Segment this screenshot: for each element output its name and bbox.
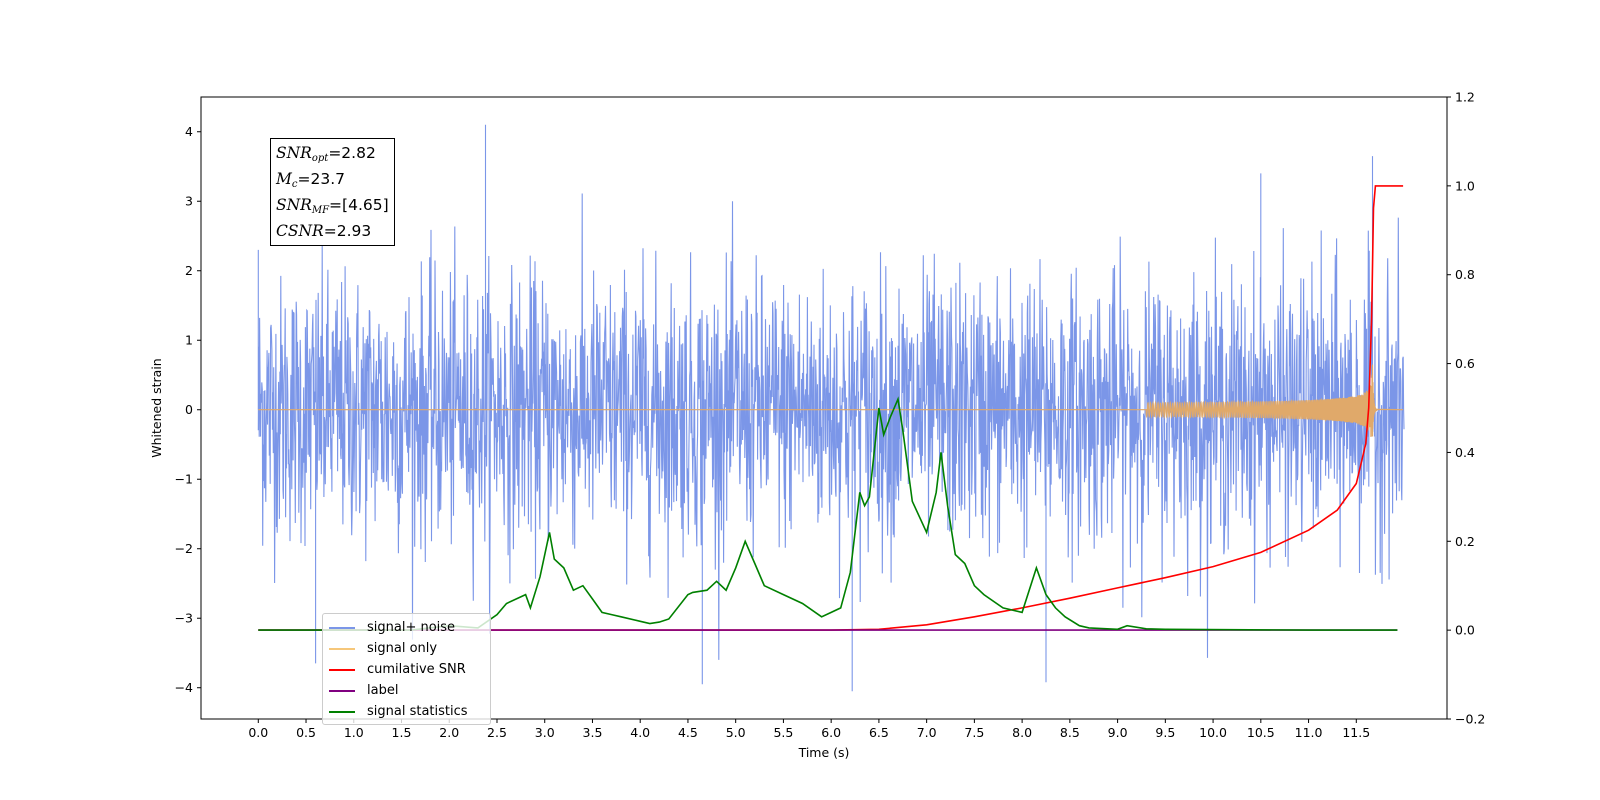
x-tick-label: 6.0 — [821, 725, 841, 740]
annotation-mc: Mc=23.7 — [276, 170, 345, 190]
annotation-snr-opt: SNRopt=2.82 — [276, 144, 376, 164]
x-tick-label: 1.0 — [344, 725, 364, 740]
x-tick-label: 2.0 — [439, 725, 459, 740]
y-tick-label: 3 — [185, 194, 193, 209]
y2-tick-label: 1.2 — [1455, 90, 1475, 105]
plot-area — [257, 124, 1405, 692]
y-tick-label: 4 — [185, 124, 193, 139]
legend-swatch-signal-noise — [329, 626, 355, 629]
x-tick-label: 7.0 — [917, 725, 937, 740]
x-tick-label: 10.5 — [1247, 725, 1275, 740]
x-tick-label: 0.0 — [248, 725, 268, 740]
x-tick-label: 6.5 — [869, 725, 889, 740]
y-axis-label: Whitened strain — [149, 358, 164, 457]
x-tick-label: 7.5 — [964, 725, 984, 740]
series-cumilative-snr — [258, 185, 1404, 631]
legend-item-cumulative-snr: cumilative SNR — [329, 659, 484, 680]
x-tick-label: 2.5 — [487, 725, 507, 740]
x-tick-label: 8.5 — [1060, 725, 1080, 740]
legend-item-label: label — [329, 680, 484, 701]
x-tick-label: 1.5 — [392, 725, 412, 740]
y2-tick-label: −0.2 — [1455, 712, 1485, 727]
legend-swatch-signal-only — [329, 647, 355, 650]
legend-item-signal-statistics: signal statistics — [329, 701, 484, 722]
x-tick-label: 9.0 — [1108, 725, 1128, 740]
legend-label-signal-statistics: signal statistics — [367, 704, 468, 719]
y-tick-label: −4 — [175, 680, 193, 695]
y-tick-label: 0 — [185, 402, 193, 417]
x-tick-label: 3.5 — [583, 725, 603, 740]
x-tick-label: 11.5 — [1342, 725, 1370, 740]
y2-tick-label: 0.2 — [1455, 534, 1475, 549]
legend-label-cumulative-snr: cumilative SNR — [367, 662, 466, 677]
y2-tick-label: 1.0 — [1455, 178, 1475, 193]
x-tick-label: 5.0 — [726, 725, 746, 740]
axes-frame — [200, 96, 1448, 720]
x-axis-label: Time (s) — [798, 745, 850, 760]
x-tick-label: 3.0 — [535, 725, 555, 740]
y-axis-left: 4 3 2 1 0 −1 −2 −3 −4 — [175, 124, 201, 695]
legend-swatch-label — [329, 689, 355, 692]
legend-item-signal-noise: signal+ noise — [329, 617, 484, 638]
legend-swatch-cumulative-snr — [329, 668, 355, 671]
y2-tick-label: 0.6 — [1455, 356, 1475, 371]
x-tick-label: 10.0 — [1199, 725, 1227, 740]
series-signal-statistics — [258, 396, 1398, 631]
y-tick-label: −1 — [175, 472, 193, 487]
y-axis-right: 1.2 1.0 0.8 0.6 0.4 0.2 0.0 −0.2 — [1447, 90, 1485, 727]
legend-label-signal-noise: signal+ noise — [367, 620, 456, 635]
legend: signal+ noise signal only cumilative SNR… — [322, 613, 491, 725]
x-tick-label: 0.5 — [296, 725, 316, 740]
y-tick-label: 1 — [185, 333, 193, 348]
x-tick-label: 4.5 — [678, 725, 698, 740]
x-tick-label: 8.0 — [1012, 725, 1032, 740]
legend-swatch-signal-statistics — [329, 710, 355, 713]
x-tick-label: 4.0 — [630, 725, 650, 740]
series-signal-only — [258, 364, 1404, 437]
annotation-csnr: CSNR=2.93 — [276, 222, 372, 240]
y2-tick-label: 0.0 — [1455, 623, 1475, 638]
annotation-box: SNRopt=2.82 Mc=23.7 SNRMF=[4.65] CSNR=2.… — [270, 138, 395, 246]
y-tick-label: 2 — [185, 263, 193, 278]
x-axis: 0.0 0.5 1.0 1.5 2.0 2.5 3.0 3.5 4.0 4.5 5.0 5.5 6.0 6… — [248, 719, 1370, 740]
y-tick-label: −3 — [175, 611, 193, 626]
y2-tick-label: 0.4 — [1455, 445, 1475, 460]
legend-label-signal-only: signal only — [367, 641, 438, 656]
x-tick-label: 9.5 — [1155, 725, 1175, 740]
annotation-snr-mf: SNRMF=[4.65] — [276, 196, 389, 216]
y-tick-label: −2 — [175, 541, 193, 556]
x-tick-label: 5.5 — [773, 725, 793, 740]
y2-tick-label: 0.8 — [1455, 267, 1475, 282]
x-tick-label: 11.0 — [1295, 725, 1323, 740]
legend-item-signal-only: signal only — [329, 638, 484, 659]
legend-label-label: label — [367, 683, 399, 698]
